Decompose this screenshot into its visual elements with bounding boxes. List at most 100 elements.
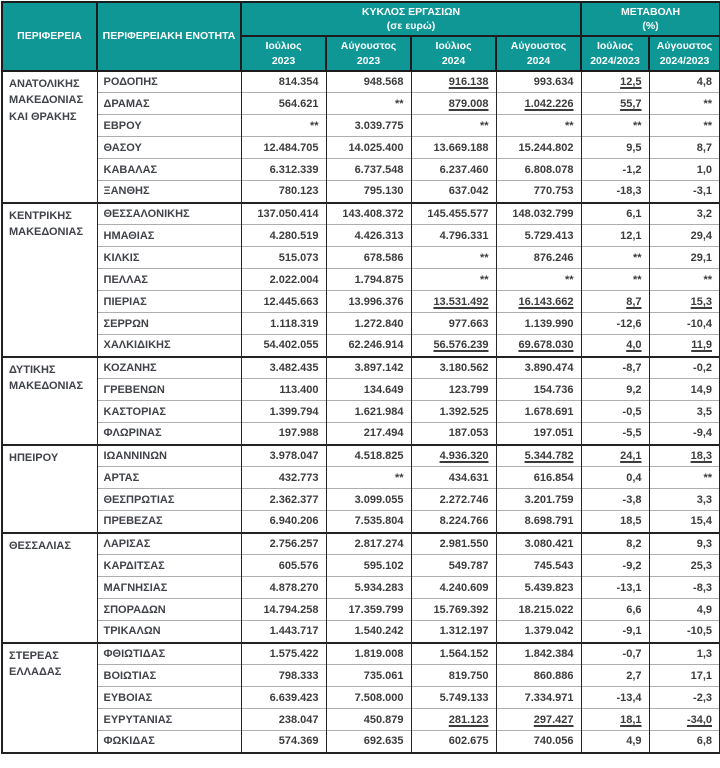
value-cell: -3,8 — [580, 488, 650, 511]
value-cell: 8.224.766 — [410, 510, 497, 533]
value-cell: 678.586 — [325, 246, 412, 269]
table-row: ΚΑΒΑΛΑΣ 6.312.339 6.737.548 6.237.460 6.808.… — [2, 158, 720, 181]
value-cell: 13.996.376 — [325, 290, 412, 313]
value-cell: 3.482.435 — [240, 355, 327, 379]
value-cell: 8.698.791 — [495, 510, 582, 533]
regional-unit-name: ΕΥΒΟΙΑΣ — [96, 686, 242, 709]
value-cell: 217.494 — [325, 422, 412, 445]
table-row: ΠΡΕΒΕΖΑΣ 6.940.206 7.535.804 8.224.766 8.698… — [2, 510, 720, 533]
table-row: ΘΕΣΣΑΛΙΑΣ ΛΑΡΙΣΑΣ 2.756.257 2.817.274 2.981.… — [1, 531, 720, 643]
value-cell: 1.564.152 — [410, 641, 497, 665]
region-name: ΔΥΤΙΚΗΣ ΜΑΚΕΔΟΝΙΑΣ — [1, 355, 98, 445]
value-cell: ** — [410, 114, 497, 137]
value-cell: 12,5 — [580, 69, 650, 93]
regional-unit-name: ΡΟΔΟΠΗΣ — [96, 69, 242, 93]
value-cell: -5,5 — [580, 422, 650, 445]
value-cell: 4.936.320 — [410, 443, 497, 467]
value-cell: 795.130 — [325, 180, 412, 203]
value-cell: ** — [495, 268, 582, 291]
value-cell: 6.737.548 — [325, 158, 412, 181]
regional-unit-name: ΜΑΓΝΗΣΙΑΣ — [96, 576, 242, 599]
value-cell: 12.445.663 — [240, 290, 327, 313]
value-cell: 7.334.971 — [495, 686, 582, 709]
value-cell: 1.443.717 — [240, 620, 327, 643]
value-cell: 13.531.492 — [410, 290, 497, 313]
header-regional-unit: ΠΕΡΙΦΕΡΕΙΑΚΗ ΕΝΟΤΗΤΑ — [96, 1, 242, 72]
table-row: ΦΩΚΙΔΑΣ 574.369 692.635 602.675 740.056 4,9 6,… — [2, 730, 720, 753]
value-cell: 62.246.914 — [325, 334, 412, 357]
table-row: ΗΠΕΙΡΟΥ ΙΩΑΝΝΙΝΩΝ 3.978.047 4.518.825 4.936.… — [1, 443, 720, 533]
value-cell: 3,5 — [648, 400, 720, 423]
table-row: ΘΕΣΠΡΩΤΙΑΣ 2.362.377 3.099.055 2.272.746 3.2… — [2, 488, 720, 511]
table-row: ΧΑΛΚΙΔΙΚΗΣ 54.402.055 62.246.914 56.576.239… — [2, 334, 720, 357]
value-cell: 637.042 — [410, 180, 497, 203]
value-cell: 25,3 — [648, 554, 720, 577]
table-row: ΔΡΑΜΑΣ 564.621 ** 879.008 1.042.226 55,7 ** — [2, 92, 720, 115]
region-name: ΘΕΣΣΑΛΙΑΣ — [1, 531, 98, 643]
value-cell: -8,7 — [580, 355, 650, 379]
table-body: ΑΝΑΤΟΛΙΚΗΣ ΜΑΚΕΔΟΝΙΑΣ ΚΑΙ ΘΡΑΚΗΣ ΡΟΔΟΠΗΣ 8… — [1, 69, 720, 753]
value-cell: 434.631 — [410, 466, 497, 489]
table-row: ΘΑΣΟΥ 12.484.705 14.025.400 13.669.188 15.24… — [2, 136, 720, 159]
region-name: ΑΝΑΤΟΛΙΚΗΣ ΜΑΚΕΔΟΝΙΑΣ ΚΑΙ ΘΡΑΚΗΣ — [1, 69, 98, 203]
value-cell: 1.819.008 — [325, 641, 412, 665]
value-cell: 12,1 — [580, 224, 650, 247]
table-row: ΒΟΙΩΤΙΑΣ 798.333 735.061 819.750 860.886 2,7 1… — [2, 664, 720, 687]
value-cell: 5.439.823 — [495, 576, 582, 599]
value-cell: 9,5 — [580, 136, 650, 159]
value-cell: 15.244.802 — [495, 136, 582, 159]
table-row: ΚΑΣΤΟΡΙΑΣ 1.399.794 1.621.984 1.392.525 1.67… — [2, 400, 720, 423]
region-name: ΚΕΝΤΡΙΚΗΣ ΜΑΚΕΔΟΝΙΑΣ — [1, 201, 98, 357]
regional-unit-name: ΙΩΑΝΝΙΝΩΝ — [96, 443, 242, 467]
header-august-2024: Αύγουστος 2024 — [494, 35, 583, 72]
value-cell: 187.053 — [410, 422, 497, 445]
value-cell: 549.787 — [410, 554, 497, 577]
regional-unit-name: ΞΑΝΘΗΣ — [96, 180, 242, 203]
value-cell: -2,3 — [648, 686, 720, 709]
value-cell: ** — [495, 114, 582, 137]
regional-unit-name: ΘΑΣΟΥ — [96, 136, 242, 159]
value-cell: 1.842.384 — [495, 641, 582, 665]
table-row: ΗΜΑΘΙΑΣ 4.280.519 4.426.313 4.796.331 5.729.… — [2, 224, 720, 247]
value-cell: 14.025.400 — [325, 136, 412, 159]
value-cell: 3.201.759 — [495, 488, 582, 511]
table-row: ΑΡΤΑΣ 432.773 ** 434.631 616.854 0,4 ** — [2, 466, 720, 489]
value-cell: -1,2 — [580, 158, 650, 181]
value-cell: 123.799 — [410, 378, 497, 401]
value-cell: ** — [580, 246, 650, 269]
value-cell: 1.794.875 — [325, 268, 412, 291]
value-cell: -9,2 — [580, 554, 650, 577]
value-cell: 4,0 — [580, 334, 650, 357]
value-cell: 69.678.030 — [495, 334, 582, 357]
value-cell: 134.649 — [325, 378, 412, 401]
value-cell: 18,3 — [648, 443, 720, 467]
value-cell: 3.080.421 — [495, 531, 582, 555]
value-cell: 2.362.377 — [240, 488, 327, 511]
value-cell: 819.750 — [410, 664, 497, 687]
value-cell: 4.280.519 — [240, 224, 327, 247]
value-cell: 2.272.746 — [410, 488, 497, 511]
value-cell: 6,1 — [580, 201, 650, 225]
header-region: ΠΕΡΙΦΕΡΕΙΑ — [1, 1, 98, 72]
header-july-2024: Ιούλιος 2024 — [410, 35, 497, 72]
table-row: ΕΥΒΟΙΑΣ 6.639.423 7.508.000 5.749.133 7.334.… — [2, 686, 720, 709]
value-cell: 450.879 — [325, 708, 412, 731]
value-cell: 113.400 — [240, 378, 327, 401]
value-cell: 993.634 — [495, 69, 582, 93]
table-header: ΠΕΡΙΦΕΡΕΙΑ ΠΕΡΙΦΕΡΕΙΑΚΗ ΕΝΟΤΗΤΑ ΚΥΚΛΟΣ Ε… — [1, 0, 720, 72]
value-cell: 692.635 — [325, 730, 412, 753]
value-cell: 740.056 — [495, 730, 582, 753]
value-cell: 9,2 — [580, 378, 650, 401]
value-cell: 1.042.226 — [495, 92, 582, 115]
value-cell: -18,3 — [580, 180, 650, 203]
value-cell: 3.890.474 — [495, 355, 582, 379]
value-cell: -0,5 — [580, 400, 650, 423]
value-cell: 860.886 — [495, 664, 582, 687]
table-row: ΜΑΓΝΗΣΙΑΣ 4.878.270 5.934.283 4.240.609 5.43… — [2, 576, 720, 599]
regional-unit-name: ΣΠΟΡΑΔΩΝ — [96, 598, 242, 621]
value-cell: 18,5 — [580, 510, 650, 533]
table-row: ΕΒΡΟΥ ** 3.039.775 ** ** ** ** — [2, 114, 720, 137]
value-cell: 6,8 — [648, 730, 720, 753]
value-cell: 3.978.047 — [240, 443, 327, 467]
